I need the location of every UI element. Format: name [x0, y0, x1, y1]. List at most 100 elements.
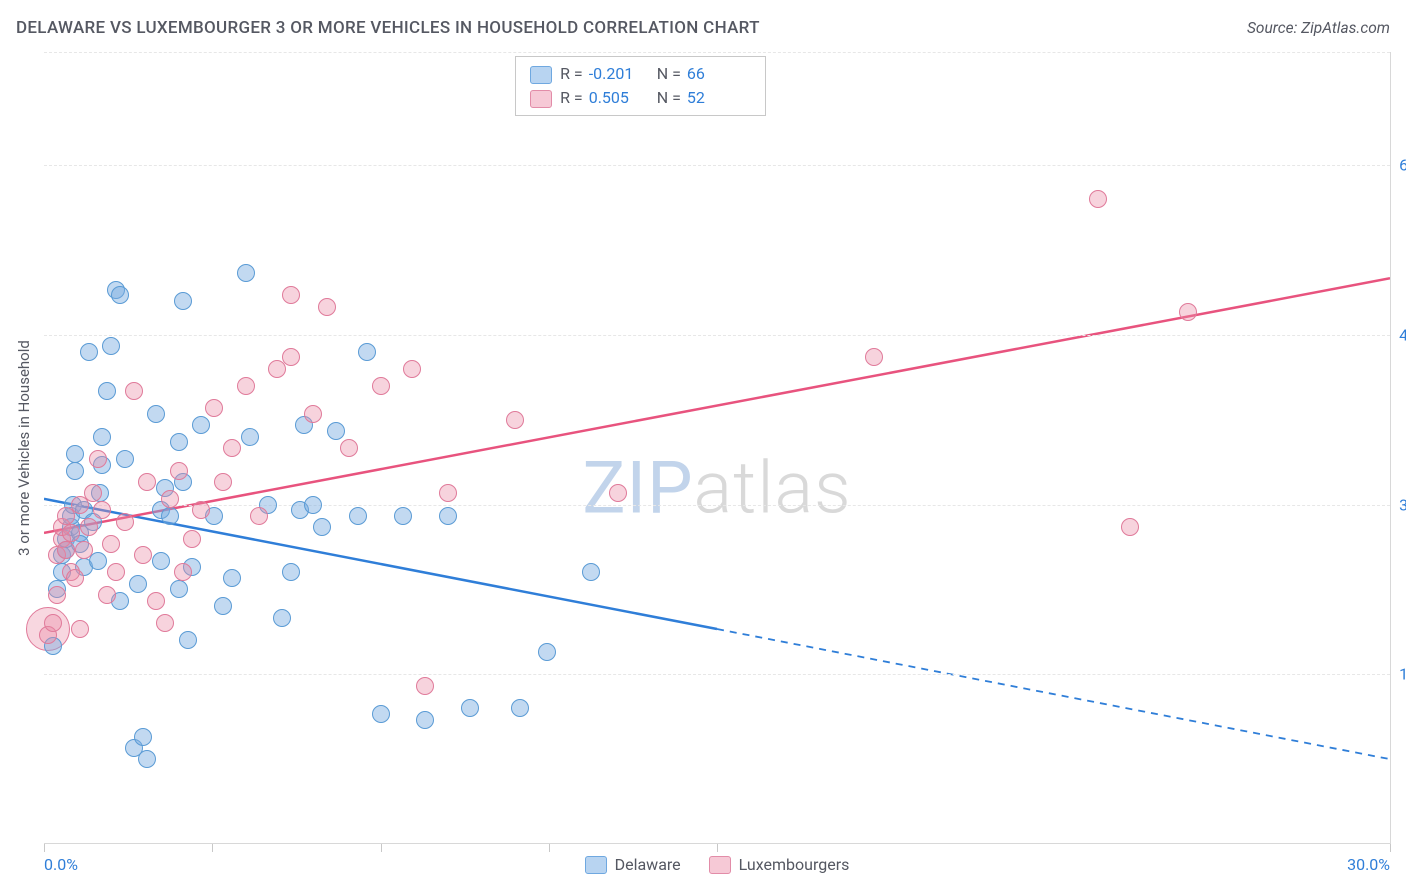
scatter-point: [170, 462, 188, 480]
scatter-point: [349, 507, 367, 525]
legend-n-label: N =: [653, 62, 683, 86]
scatter-point: [174, 563, 192, 581]
scatter-point: [80, 518, 98, 536]
scatter-point: [98, 586, 116, 604]
scatter-point: [170, 433, 188, 451]
scatter-point: [506, 411, 524, 429]
scatter-point: [372, 377, 390, 395]
scatter-point: [44, 614, 62, 632]
x-tick: [212, 844, 213, 852]
scatter-point: [116, 450, 134, 468]
scatter-point: [161, 507, 179, 525]
scatter-point: [107, 563, 125, 581]
legend-r-label: R =: [556, 86, 585, 110]
y-tick-label: 45.0%: [1384, 325, 1406, 344]
scatter-point: [250, 507, 268, 525]
scatter-point: [403, 360, 421, 378]
x-tick: [549, 844, 550, 852]
legend-n-value: 52: [683, 86, 751, 110]
scatter-point: [80, 343, 98, 361]
scatter-point: [865, 348, 883, 366]
scatter-point: [192, 416, 210, 434]
gridline-h: [44, 674, 1390, 675]
scatter-point: [161, 490, 179, 508]
x-tick: [717, 844, 718, 852]
scatter-point: [66, 462, 84, 480]
scatter-point: [340, 439, 358, 457]
scatter-point: [609, 484, 627, 502]
scatter-point: [102, 535, 120, 553]
scatter-point: [327, 422, 345, 440]
gridline-h: [44, 52, 1390, 53]
x-tick: [1390, 844, 1391, 852]
correlation-legend: R =-0.201N =66R =0.505N =52: [515, 56, 766, 116]
scatter-point: [116, 513, 134, 531]
scatter-point: [147, 405, 165, 423]
scatter-point: [439, 484, 457, 502]
scatter-point: [170, 580, 188, 598]
scatter-point: [84, 484, 102, 502]
scatter-point: [1089, 190, 1107, 208]
scatter-point: [273, 609, 291, 627]
scatter-point: [282, 286, 300, 304]
scatter-point: [214, 473, 232, 491]
scatter-point: [183, 530, 201, 548]
scatter-point: [511, 699, 529, 717]
scatter-point: [304, 496, 322, 514]
legend-swatch: [530, 90, 552, 108]
plot-area: ZIPatlas 15.0%30.0%45.0%60.0%0.0%30.0%R …: [44, 52, 1390, 844]
x-tick: [381, 844, 382, 852]
scatter-point: [318, 298, 336, 316]
y-tick-label: 60.0%: [1384, 156, 1406, 175]
scatter-point: [129, 575, 147, 593]
legend-label: Luxembourgers: [739, 855, 850, 874]
legend-item: Delaware: [585, 855, 681, 874]
y-tick-label: 30.0%: [1384, 495, 1406, 514]
scatter-point: [89, 450, 107, 468]
scatter-point: [66, 569, 84, 587]
scatter-point: [134, 546, 152, 564]
scatter-point: [93, 501, 111, 519]
scatter-point: [1121, 518, 1139, 536]
series-legend: Delaware Luxembourgers: [44, 855, 1390, 874]
legend-r-label: R =: [556, 62, 585, 86]
scatter-point: [582, 563, 600, 581]
scatter-point: [538, 643, 556, 661]
scatter-point: [156, 614, 174, 632]
scatter-point: [461, 699, 479, 717]
scatter-point: [223, 569, 241, 587]
legend-swatch: [709, 856, 731, 874]
legend-r-value: 0.505: [585, 86, 653, 110]
x-tick: [44, 844, 45, 852]
scatter-point: [111, 286, 129, 304]
scatter-point: [192, 501, 210, 519]
scatter-point: [282, 563, 300, 581]
watermark-part2: atlas: [694, 445, 852, 530]
scatter-point: [57, 541, 75, 559]
trend-lines: [44, 52, 1390, 844]
scatter-point: [152, 552, 170, 570]
scatter-point: [66, 445, 84, 463]
y-tick-label: 15.0%: [1384, 665, 1406, 684]
scatter-point: [304, 405, 322, 423]
scatter-point: [134, 728, 152, 746]
chart-title: DELAWARE VS LUXEMBOURGER 3 OR MORE VEHIC…: [16, 18, 760, 38]
y-axis-label: 3 or more Vehicles in Household: [15, 340, 33, 556]
scatter-point: [205, 399, 223, 417]
scatter-point: [237, 377, 255, 395]
scatter-point: [394, 507, 412, 525]
legend-swatch: [585, 856, 607, 874]
scatter-point: [241, 428, 259, 446]
scatter-point: [138, 473, 156, 491]
scatter-point: [75, 541, 93, 559]
source-attribution: Source: ZipAtlas.com: [1247, 19, 1390, 37]
gridline-h: [44, 505, 1390, 506]
scatter-point: [237, 264, 255, 282]
scatter-point: [179, 631, 197, 649]
gridline-h: [44, 165, 1390, 166]
legend-item: Luxembourgers: [709, 855, 850, 874]
scatter-point: [416, 677, 434, 695]
scatter-point: [93, 428, 111, 446]
legend-n-value: 66: [683, 62, 751, 86]
scatter-point: [71, 620, 89, 638]
